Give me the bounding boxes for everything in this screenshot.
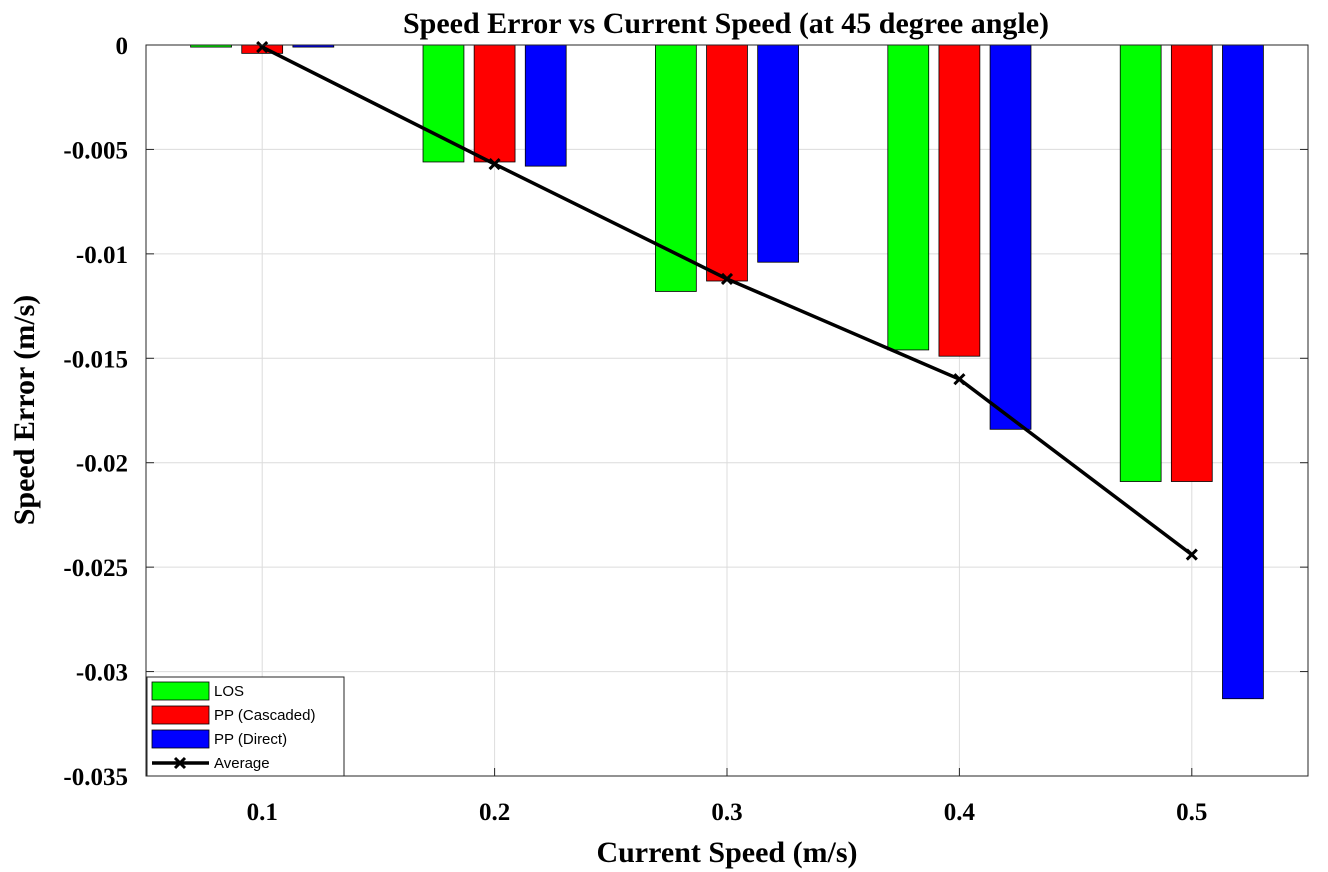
y-tick-label: -0.005 <box>63 137 128 164</box>
bar-pp-direct-0.4 <box>989 44 1032 430</box>
bar-pp-direct-0.2 <box>524 44 567 167</box>
bar-pp-cascaded-0.2 <box>473 44 516 163</box>
bar-pp-cascaded-0.3 <box>706 44 748 282</box>
average-point-0.2 <box>488 157 501 171</box>
y-tick-labels: 0 -0.005 -0.01 -0.015 -0.02 -0.025 -0.03 -0.035 <box>63 33 128 791</box>
legend-swatch-pp-cascaded <box>151 705 210 725</box>
x-tick-label: 0.5 <box>1176 799 1207 826</box>
bar-los-0.5 <box>1119 44 1162 482</box>
legend-label-average: Average <box>214 755 270 772</box>
x-tick-label: 0.3 <box>711 799 742 826</box>
bar-los-0.3 <box>655 44 697 292</box>
x-tick-label: 0.4 <box>944 799 976 826</box>
x-tick-label: 0.2 <box>479 799 510 826</box>
average-point-0.3 <box>720 272 734 285</box>
legend-swatch-pp-direct <box>151 729 210 749</box>
legend-label-pp-cascaded: PP (Cascaded) <box>214 707 315 724</box>
average-point-0.4 <box>953 373 966 386</box>
line-layer <box>256 41 1198 561</box>
y-tick-label: -0.01 <box>76 242 128 269</box>
y-tick-label: -0.035 <box>63 764 128 791</box>
plot-frame <box>145 44 1309 777</box>
y-tick-label: -0.03 <box>76 660 128 687</box>
average-point-0.5 <box>1185 548 1198 561</box>
x-axis-label: Current Speed (m/s) <box>596 836 857 869</box>
bars-layer <box>190 44 1264 700</box>
legend-swatch-los <box>151 681 210 701</box>
bar-pp-direct-0.5 <box>1222 44 1264 700</box>
chart-title: Speed Error vs Current Speed (at 45 degr… <box>403 7 1049 40</box>
x-tick-label: 0.1 <box>247 799 278 826</box>
bar-los-0.2 <box>422 44 465 163</box>
legend-swatch-average <box>152 756 209 770</box>
y-tick-label: 0 <box>116 33 129 60</box>
legend: LOS PP (Cascaded) PP (Direct) Average <box>146 676 345 777</box>
bar-los-0.4 <box>887 44 930 351</box>
bar-pp-cascaded-0.5 <box>1170 44 1213 482</box>
y-tick-label: -0.015 <box>63 346 128 373</box>
y-tick-label: -0.02 <box>76 451 128 478</box>
bar-pp-cascaded-0.4 <box>938 44 981 357</box>
average-point-0.1 <box>256 41 269 54</box>
legend-label-los: LOS <box>214 683 244 700</box>
bar-pp-direct-0.3 <box>757 44 799 263</box>
y-tick-label: -0.025 <box>63 555 128 582</box>
legend-label-pp-direct: PP (Direct) <box>214 731 287 748</box>
y-axis-label: Speed Error (m/s) <box>8 295 41 526</box>
x-tick-labels: 0.1 0.2 0.3 0.4 0.5 <box>247 799 1208 826</box>
